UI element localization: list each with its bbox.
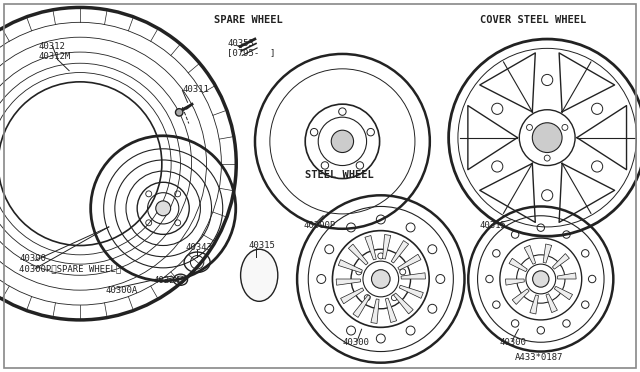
Text: STEEL WHEEL: STEEL WHEEL (305, 170, 374, 180)
Text: 40300: 40300 (342, 338, 369, 347)
Circle shape (175, 109, 183, 116)
Ellipse shape (241, 249, 278, 301)
Text: A433*0187: A433*0187 (515, 353, 564, 362)
Polygon shape (336, 279, 360, 285)
Polygon shape (554, 286, 573, 300)
Text: 40312: 40312 (38, 42, 65, 51)
Polygon shape (383, 234, 391, 259)
Polygon shape (371, 299, 379, 324)
Text: 40315: 40315 (480, 221, 507, 230)
Polygon shape (506, 279, 524, 285)
Polygon shape (365, 235, 376, 260)
Text: 40315: 40315 (248, 241, 275, 250)
Polygon shape (557, 273, 576, 279)
Polygon shape (512, 289, 529, 304)
Polygon shape (348, 244, 368, 265)
Polygon shape (353, 295, 371, 317)
Polygon shape (385, 298, 397, 323)
Circle shape (332, 130, 353, 153)
Text: 40312M: 40312M (38, 52, 70, 61)
Polygon shape (339, 260, 362, 273)
Text: COVER STEEL WHEEL: COVER STEEL WHEEL (480, 16, 586, 25)
Text: [0795-  ]: [0795- ] (227, 48, 276, 57)
Polygon shape (524, 246, 536, 264)
Circle shape (532, 123, 562, 153)
Text: SPARE WHEEL: SPARE WHEEL (214, 16, 283, 25)
Circle shape (156, 201, 171, 216)
Text: 40300P〈SPARE WHEEL〉: 40300P〈SPARE WHEEL〉 (19, 264, 122, 273)
Circle shape (371, 270, 390, 288)
Polygon shape (546, 294, 557, 312)
Text: 40300: 40300 (19, 254, 46, 263)
Text: 40300A: 40300A (106, 286, 138, 295)
Polygon shape (543, 244, 552, 263)
Circle shape (532, 271, 549, 287)
Polygon shape (401, 273, 426, 279)
Text: 40300P: 40300P (304, 221, 336, 230)
Text: 40353: 40353 (227, 39, 254, 48)
Polygon shape (530, 295, 538, 314)
Polygon shape (552, 254, 570, 269)
Polygon shape (391, 241, 408, 263)
Text: 40300: 40300 (499, 338, 526, 347)
Polygon shape (340, 288, 364, 304)
Polygon shape (398, 254, 421, 270)
Polygon shape (399, 285, 423, 298)
Text: 40311: 40311 (182, 85, 209, 94)
Polygon shape (509, 258, 527, 272)
Text: 40343: 40343 (186, 243, 212, 252)
Text: 40224: 40224 (154, 276, 180, 285)
Polygon shape (394, 293, 413, 314)
